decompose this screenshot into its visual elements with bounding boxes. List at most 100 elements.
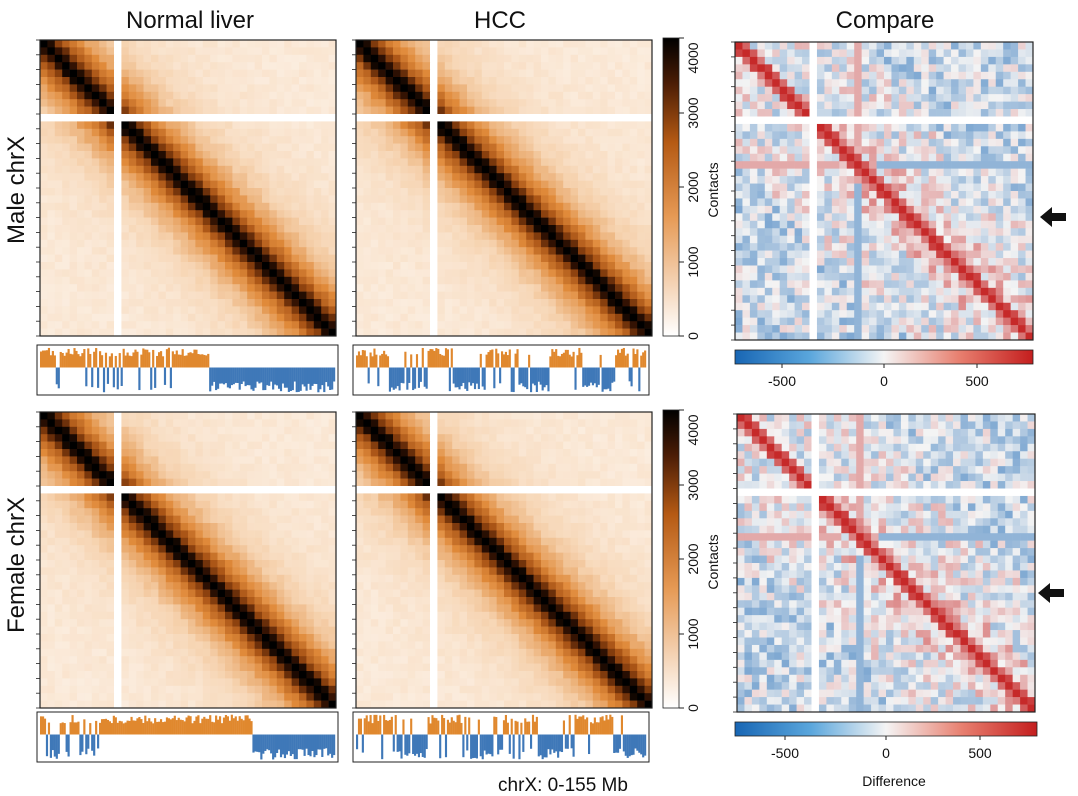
heatmap-cell (299, 84, 307, 93)
heatmap-cell (622, 158, 631, 167)
heatmap-cell (563, 54, 571, 63)
heatmap-cell (831, 258, 840, 266)
heatmap-cell (225, 40, 233, 48)
heatmap-cell (128, 412, 137, 420)
heatmap-cell (644, 128, 653, 137)
heatmap-cell (415, 121, 423, 130)
heatmap-cell (188, 419, 196, 428)
heatmap-cell (504, 239, 512, 248)
heatmap-cell (637, 239, 645, 248)
heatmap-cell (570, 262, 579, 270)
heatmap-cell (489, 121, 497, 130)
heatmap-cell (407, 121, 416, 130)
heatmap-cell (757, 153, 766, 162)
heatmap-cell (735, 131, 743, 140)
heatmap-cell (585, 128, 594, 137)
heatmap-cell (180, 106, 189, 115)
heatmap-cell (254, 195, 263, 204)
heatmap-cell (430, 143, 438, 152)
heatmap-cell (526, 306, 534, 315)
heatmap-cell (370, 136, 379, 144)
heatmap-cell (143, 143, 152, 152)
heatmap-cell (965, 213, 974, 222)
heatmap-cell (180, 412, 189, 420)
heatmap-cell (1025, 94, 1034, 102)
heatmap-cell (239, 269, 248, 278)
heatmap-cell (802, 86, 810, 95)
heatmap-cell (861, 56, 870, 65)
heatmap-cell (644, 54, 653, 63)
heatmap-cell (854, 250, 862, 259)
heatmap-cell (378, 114, 386, 122)
heatmap-cell (106, 106, 115, 115)
heatmap-cell (173, 306, 181, 315)
heatmap-cell (824, 183, 833, 192)
heatmap-cell (764, 56, 773, 65)
heatmap-cell (269, 136, 278, 144)
heatmap-cell (202, 40, 211, 48)
heatmap-cell (1003, 56, 1011, 65)
heatmap-cell (54, 128, 63, 137)
heatmap-cell (106, 419, 115, 428)
heatmap-cell (742, 325, 751, 333)
heatmap-cell (898, 42, 907, 50)
heatmap-cell (854, 265, 862, 274)
heatmap-cell (474, 247, 483, 255)
heatmap-cell (444, 299, 453, 307)
heatmap-cell (459, 321, 468, 329)
heatmap-cell (40, 269, 48, 278)
heatmap-cell (276, 262, 285, 270)
heatmap-cell (151, 136, 159, 144)
heatmap-cell (884, 56, 892, 65)
heatmap-cell (84, 54, 93, 63)
heatmap-cell (809, 138, 818, 147)
heatmap-cell (128, 151, 137, 159)
heatmap-cell (622, 114, 631, 122)
heatmap-cell (548, 114, 557, 122)
heatmap-cell (943, 295, 952, 304)
heatmap-cell (114, 299, 122, 307)
heatmap-cell (965, 56, 974, 65)
heatmap-cell (158, 121, 167, 130)
heatmap-cell (816, 310, 825, 318)
heatmap-cell (299, 299, 307, 307)
heatmap-cell (980, 161, 989, 169)
heatmap-cell (370, 188, 379, 196)
heatmap-cell (876, 153, 885, 162)
heatmap-cell (77, 173, 85, 181)
heatmap-cell (1003, 176, 1011, 184)
heatmap-cell (407, 114, 416, 122)
heatmap-cell (592, 254, 601, 263)
heatmap-cell (136, 306, 144, 315)
heatmap-cell (787, 64, 795, 73)
heatmap-cell (869, 94, 877, 102)
heatmap-cell (210, 165, 218, 174)
heatmap-cell (393, 40, 401, 48)
heatmap-cell (313, 173, 322, 181)
heatmap-cell (846, 198, 855, 207)
heatmap-cell (757, 176, 766, 184)
heatmap-cell (195, 262, 204, 270)
heatmap-cell (356, 91, 364, 100)
heatmap-cell (474, 40, 483, 48)
heatmap-cell (846, 265, 855, 274)
heatmap-cell (876, 183, 885, 192)
heatmap-cell (328, 276, 337, 285)
heatmap-cell (973, 198, 982, 207)
heatmap-cell (91, 151, 100, 159)
heatmap-cell (356, 180, 364, 189)
heatmap-cell (615, 217, 623, 226)
heatmap-cell (526, 40, 534, 48)
heatmap-cell (489, 299, 497, 307)
heatmap-cell (802, 56, 810, 65)
heatmap-cell (378, 165, 386, 174)
heatmap-cell (951, 250, 959, 259)
heatmap-cell (284, 69, 292, 78)
heatmap-cell (898, 56, 907, 65)
heatmap-cell (839, 183, 848, 192)
heatmap-cell (637, 165, 645, 174)
heatmap-cell (173, 276, 181, 285)
heatmap-cell (943, 123, 952, 132)
heatmap-cell (764, 243, 773, 251)
heatmap-cell (936, 302, 944, 311)
